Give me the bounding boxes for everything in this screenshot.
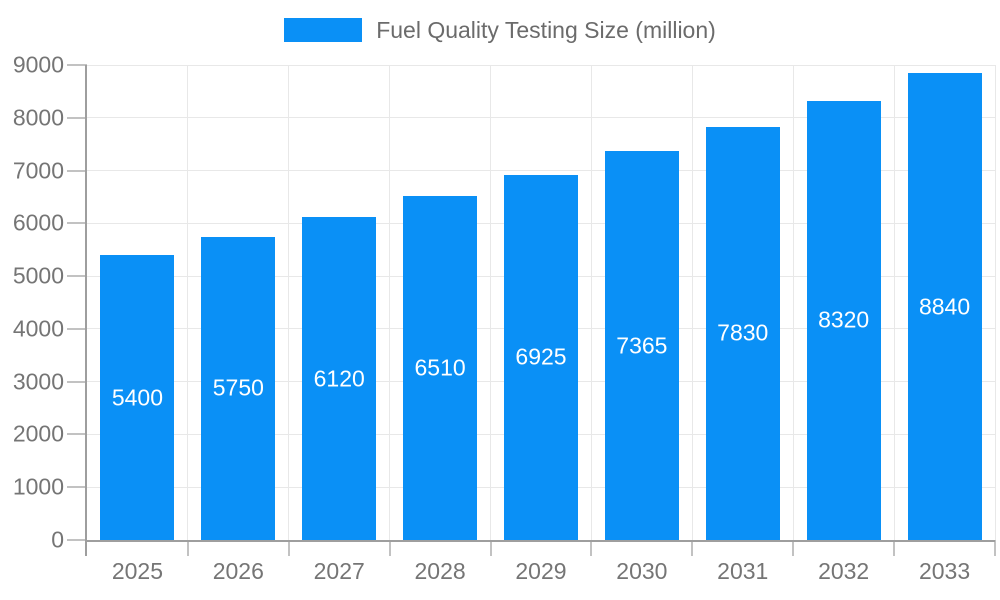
- gridline-vertical: [994, 65, 996, 540]
- bar-value-label: 8840: [918, 293, 971, 320]
- y-axis-tick: [67, 433, 87, 436]
- bar-value-label: 6120: [313, 365, 365, 391]
- bar-value-label: 6925: [515, 343, 567, 370]
- legend-label: Fuel Quality Testing Size (million): [376, 17, 716, 43]
- x-axis-label: 2029: [515, 558, 567, 584]
- chart-legend[interactable]: Fuel Quality Testing Size (million): [0, 16, 1000, 44]
- bar[interactable]: [302, 217, 377, 540]
- y-axis-label: 3000: [12, 368, 64, 395]
- x-axis-label: 2028: [414, 558, 466, 584]
- bar[interactable]: [504, 174, 578, 540]
- gridline-vertical: [893, 65, 895, 540]
- x-axis-tick: [893, 540, 896, 556]
- gridline-horizontal: [87, 170, 995, 172]
- x-axis-tick: [792, 540, 795, 556]
- gridline-vertical: [792, 65, 794, 540]
- bar[interactable]: [100, 255, 175, 540]
- x-axis-label: 2025: [111, 558, 164, 584]
- gridline-horizontal: [87, 117, 995, 119]
- y-axis-label: 6000: [12, 209, 64, 236]
- bar-value-label: 5750: [212, 374, 264, 401]
- x-axis-tick: [994, 540, 996, 556]
- y-axis-tick: [67, 327, 87, 330]
- x-axis-label: 2026: [212, 558, 264, 584]
- y-axis-label: 9000: [12, 51, 64, 78]
- gridline-horizontal: [87, 64, 995, 66]
- x-axis-tick: [287, 540, 290, 556]
- x-axis-line: [85, 540, 995, 542]
- y-axis-tick: [67, 486, 87, 489]
- x-axis-tick: [691, 540, 694, 556]
- x-axis-label: 2033: [918, 558, 971, 584]
- y-axis-tick: [67, 539, 87, 541]
- bar-value-label: 5400: [111, 384, 164, 410]
- bar[interactable]: [806, 100, 881, 540]
- x-axis-tick: [489, 540, 492, 556]
- y-axis-line: [85, 65, 87, 556]
- x-axis-label: 2027: [313, 558, 365, 584]
- y-axis-label: 2000: [12, 420, 64, 447]
- x-axis-tick: [388, 540, 391, 556]
- y-axis-label: 4000: [12, 315, 64, 342]
- y-axis-tick: [67, 169, 87, 172]
- bar[interactable]: [705, 126, 780, 540]
- legend-swatch-icon: [284, 18, 363, 42]
- bar[interactable]: [201, 236, 276, 540]
- gridline-vertical: [187, 65, 189, 540]
- x-axis-tick: [590, 540, 593, 556]
- bar[interactable]: [604, 151, 679, 540]
- y-axis-label: 5000: [12, 262, 64, 289]
- x-axis-label: 2030: [616, 558, 668, 584]
- y-axis-label: 8000: [12, 104, 64, 131]
- x-axis-label: 2032: [818, 558, 870, 584]
- y-axis-label: 1000: [12, 473, 64, 500]
- y-axis-tick: [67, 64, 87, 66]
- y-axis-label: 0: [51, 526, 64, 553]
- bar[interactable]: [403, 196, 478, 540]
- gridline-vertical: [389, 65, 391, 540]
- y-axis-label: 7000: [12, 157, 64, 184]
- gridline-vertical: [490, 65, 492, 540]
- bar-value-label: 7830: [717, 319, 769, 346]
- gridline-vertical: [288, 65, 290, 540]
- y-axis-tick: [67, 222, 87, 225]
- x-axis-tick: [186, 540, 189, 556]
- bar-value-label: 7365: [616, 332, 668, 359]
- bar-value-label: 6510: [414, 354, 466, 381]
- gridline-vertical: [691, 65, 693, 540]
- y-axis-tick: [67, 275, 87, 278]
- bar[interactable]: [907, 73, 982, 540]
- y-axis-tick: [67, 116, 87, 119]
- x-axis-label: 2031: [717, 558, 769, 584]
- bar-value-label: 8320: [818, 306, 870, 333]
- gridline-vertical: [590, 65, 592, 540]
- y-axis-tick: [67, 380, 87, 383]
